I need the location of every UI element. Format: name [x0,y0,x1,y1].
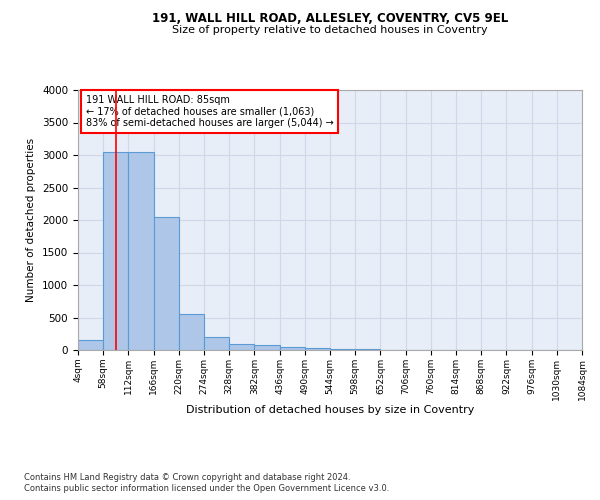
Text: 191 WALL HILL ROAD: 85sqm
← 17% of detached houses are smaller (1,063)
83% of se: 191 WALL HILL ROAD: 85sqm ← 17% of detac… [86,95,334,128]
Bar [103,152,128,350]
Text: Size of property relative to detached houses in Coventry: Size of property relative to detached ho… [172,25,488,35]
Bar [128,152,154,350]
Bar [330,348,355,350]
Text: 191, WALL HILL ROAD, ALLESLEY, COVENTRY, CV5 9EL: 191, WALL HILL ROAD, ALLESLEY, COVENTRY,… [152,12,508,26]
Y-axis label: Number of detached properties: Number of detached properties [26,138,37,302]
Bar [229,344,254,350]
Bar [179,314,204,350]
Bar [154,217,179,350]
Bar [305,348,330,350]
Bar [280,347,305,350]
Bar [254,346,280,350]
Text: Contains public sector information licensed under the Open Government Licence v3: Contains public sector information licen… [24,484,389,493]
Bar [78,340,103,350]
X-axis label: Distribution of detached houses by size in Coventry: Distribution of detached houses by size … [186,406,474,415]
Bar [204,337,229,350]
Text: Contains HM Land Registry data © Crown copyright and database right 2024.: Contains HM Land Registry data © Crown c… [24,472,350,482]
